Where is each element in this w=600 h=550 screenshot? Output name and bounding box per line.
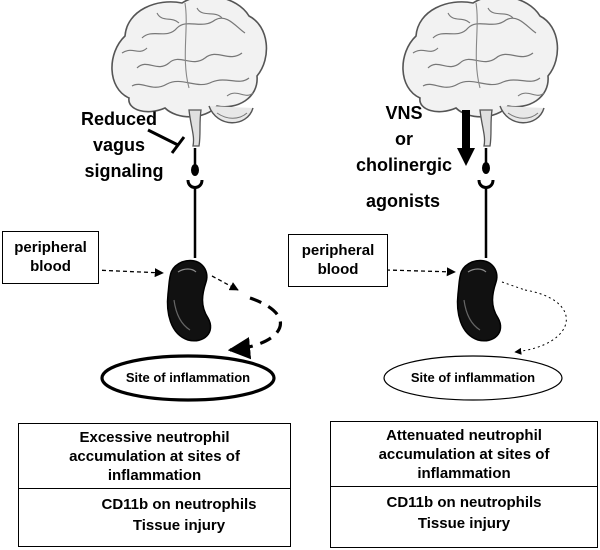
outcome-header-line: inflammation [417, 464, 511, 482]
blood-to-neutrophil-arrow [385, 267, 456, 277]
effect-line: Tissue injury [132, 517, 226, 534]
outcome-header-line: accumulation at sites of [378, 445, 550, 463]
inhibit-arrow-icon [147, 128, 179, 147]
outcome-header-line: Excessive neutrophil [79, 428, 230, 446]
blood-box-right: peripheral blood [288, 234, 388, 287]
effect-line: CD11b on neutrophils [386, 494, 542, 511]
blood-label-line: blood [30, 258, 71, 275]
outcome-effects-right: CD11b on neutrophils Tissue injury [379, 492, 549, 534]
outcome-header-left: Excessive neutrophil accumulation at sit… [19, 424, 290, 489]
site-ellipse-right [383, 355, 563, 401]
outcome-header-line: accumulation at sites of [69, 447, 240, 465]
neutrophil-icon [166, 259, 212, 342]
signal-label-line: signaling [84, 161, 164, 181]
nerve-terminal [482, 162, 490, 174]
synapse-icon [477, 179, 495, 189]
blood-label-line: peripheral [301, 242, 375, 259]
migration-arrow-strong [227, 296, 283, 360]
neutrophil-egress-arrow [501, 281, 526, 291]
outcome-box-left: Excessive neutrophil accumulation at sit… [18, 423, 291, 547]
outcome-header-line: Attenuated neutrophil [386, 426, 542, 444]
outcome-header-line: inflammation [107, 466, 202, 484]
signal-label-line: Reduced [80, 109, 158, 129]
blood-label-line: peripheral [14, 239, 87, 256]
site-ellipse-left [100, 354, 276, 402]
migration-arrow-weak [514, 289, 567, 355]
neutrophil-icon [456, 259, 502, 342]
signal-label-line: cholinergic [355, 155, 453, 175]
site-label-left: Site of inflammation [125, 370, 251, 385]
outcome-header-right: Attenuated neutrophil accumulation at si… [331, 422, 597, 487]
signal-label-line: VNS [385, 103, 423, 123]
effect-line: Tissue injury [417, 515, 511, 532]
blood-label-line: blood [317, 261, 359, 278]
nerve-terminal [191, 164, 199, 176]
blood-to-neutrophil-arrow [94, 268, 164, 278]
blood-box-left: peripheral blood [2, 231, 99, 284]
signal-label-right-extra: agonists [365, 191, 440, 211]
signal-label-right: VNS or cholinergic [352, 100, 456, 178]
site-label-right: Site of inflammation [410, 370, 536, 385]
signal-label-line: vagus [92, 135, 146, 155]
signal-label-left: Reduced vagus signaling [64, 106, 174, 184]
outcome-effects-left: CD11b on neutrophils Tissue injury [94, 494, 264, 536]
effect-line: CD11b on neutrophils [101, 496, 257, 513]
inhibit-bar [170, 136, 186, 154]
signal-label-line: or [395, 129, 413, 149]
synapse-icon [186, 179, 204, 189]
down-arrow-icon [457, 148, 475, 166]
outcome-box-right: Attenuated neutrophil accumulation at si… [330, 421, 598, 548]
neutrophil-egress-arrow [211, 275, 239, 291]
